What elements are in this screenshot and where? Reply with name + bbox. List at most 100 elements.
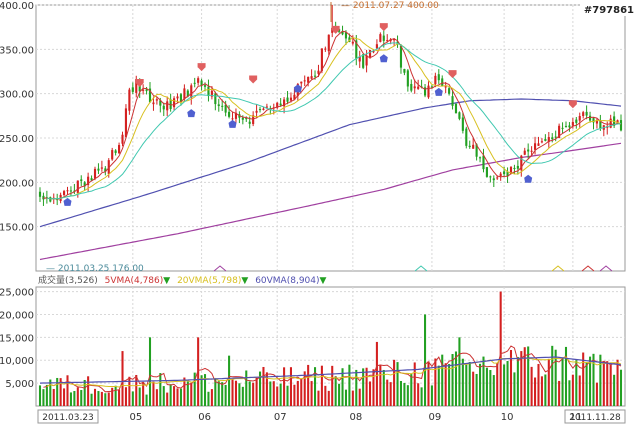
- volume-bar: [406, 385, 409, 406]
- candle-body: [568, 125, 571, 128]
- volume-bar: [589, 356, 592, 406]
- long-ma-line: [39, 142, 622, 261]
- volume-bar: [458, 337, 461, 406]
- candle-body: [399, 45, 403, 68]
- date-axis: 2011.03.23 2011.11.28 05 06 07 08 09 10 11: [37, 409, 626, 424]
- candle-body: [496, 177, 499, 179]
- candle-body: [437, 74, 440, 81]
- month-tick-label: 09: [429, 412, 442, 423]
- volume-bar: [183, 377, 186, 406]
- buy-marker: [228, 119, 237, 128]
- volume-bar: [437, 365, 440, 406]
- volume-bar: [214, 378, 217, 406]
- candle-body: [107, 160, 110, 174]
- candle-body: [217, 104, 220, 107]
- volume-axis: 5,000 10,000 15,000 20,000 25,000: [0, 288, 34, 391]
- volume-bar: [592, 353, 595, 406]
- volume-bar: [52, 388, 55, 406]
- candle-body: [362, 54, 365, 68]
- volume-bar: [613, 374, 616, 406]
- candle-body: [575, 119, 578, 123]
- candle-body: [375, 44, 378, 49]
- candle-body: [176, 96, 179, 99]
- candle-body: [265, 106, 268, 108]
- volume-bar: [269, 381, 272, 406]
- volume-bar: [162, 386, 165, 406]
- candle-body: [441, 78, 444, 87]
- ma20-line: [46, 36, 622, 200]
- candle-body: [104, 168, 107, 172]
- candle-body: [83, 182, 86, 187]
- volume-bar: [145, 394, 148, 406]
- volume-bar: [609, 365, 612, 406]
- volume-bar: [248, 381, 251, 406]
- volume-bar: [606, 361, 609, 406]
- month-tick-label: 06: [198, 412, 211, 423]
- volume-bar: [379, 364, 382, 406]
- sell-marker: [135, 79, 144, 88]
- volume-bar: [166, 392, 169, 406]
- volume-bar: [540, 376, 543, 406]
- volume-panel-frame: [35, 286, 626, 407]
- ma60-line: [46, 42, 622, 200]
- candle-body: [520, 155, 523, 171]
- candle-body: [533, 143, 537, 150]
- candle-body: [173, 98, 176, 108]
- candle-body: [90, 178, 93, 181]
- candle-body: [307, 76, 310, 83]
- price-tick-label: 150.00: [0, 223, 34, 234]
- volume-bar: [111, 387, 114, 406]
- volume-tick-label: 20,000: [0, 310, 34, 321]
- short-moving-averages: [43, 30, 622, 200]
- long-ma-line: [39, 98, 622, 228]
- volume-bar: [217, 381, 220, 406]
- candle-body: [66, 190, 69, 192]
- volume-bar: [327, 390, 330, 406]
- vma5-line: [43, 345, 622, 393]
- volume-bar: [413, 362, 416, 406]
- volume-bar: [365, 367, 368, 406]
- volume-bar: [203, 374, 207, 406]
- volume-bar: [420, 387, 423, 406]
- candle-body: [224, 104, 227, 113]
- volume-bar: [186, 381, 189, 406]
- volume-bar: [461, 358, 464, 406]
- candle-body: [527, 149, 530, 152]
- candle-body: [118, 145, 121, 154]
- price-tick-label: 400.00: [0, 1, 34, 12]
- candle-body: [145, 89, 148, 92]
- candle-body: [124, 108, 128, 138]
- volume-bar: [355, 369, 358, 406]
- month-tick-label: 10: [501, 412, 514, 423]
- volume-bar: [131, 391, 134, 406]
- candle-body: [80, 179, 83, 182]
- volume-bar: [520, 351, 523, 406]
- buy-marker: [379, 54, 388, 63]
- volume-bar: [104, 393, 107, 406]
- watermark-box: [580, 2, 636, 16]
- volume-bar: [441, 354, 444, 406]
- volume-bar: [403, 382, 406, 406]
- candle-body: [410, 83, 413, 91]
- volume-bar: [207, 391, 210, 406]
- volume-bar: [324, 385, 327, 406]
- volume-bar: [341, 368, 344, 406]
- candle-body: [197, 78, 200, 83]
- vma60-line: [39, 356, 622, 384]
- candle-body: [554, 136, 557, 138]
- volume-bar: [585, 362, 588, 406]
- volume-bar: [155, 389, 158, 406]
- volume-bar: [465, 364, 468, 406]
- price-panel-frame: [35, 4, 626, 272]
- sell-marker: [379, 23, 388, 32]
- candle-body: [417, 86, 420, 89]
- volume-bar: [334, 376, 337, 406]
- buy-marker: [63, 197, 72, 206]
- volume-bar: [114, 385, 117, 406]
- volume-bar: [444, 363, 447, 406]
- candle-body: [245, 117, 248, 120]
- sell-marker: [448, 70, 457, 79]
- volume-bar: [551, 345, 554, 406]
- candle-body: [382, 35, 385, 41]
- candle-body: [544, 138, 547, 141]
